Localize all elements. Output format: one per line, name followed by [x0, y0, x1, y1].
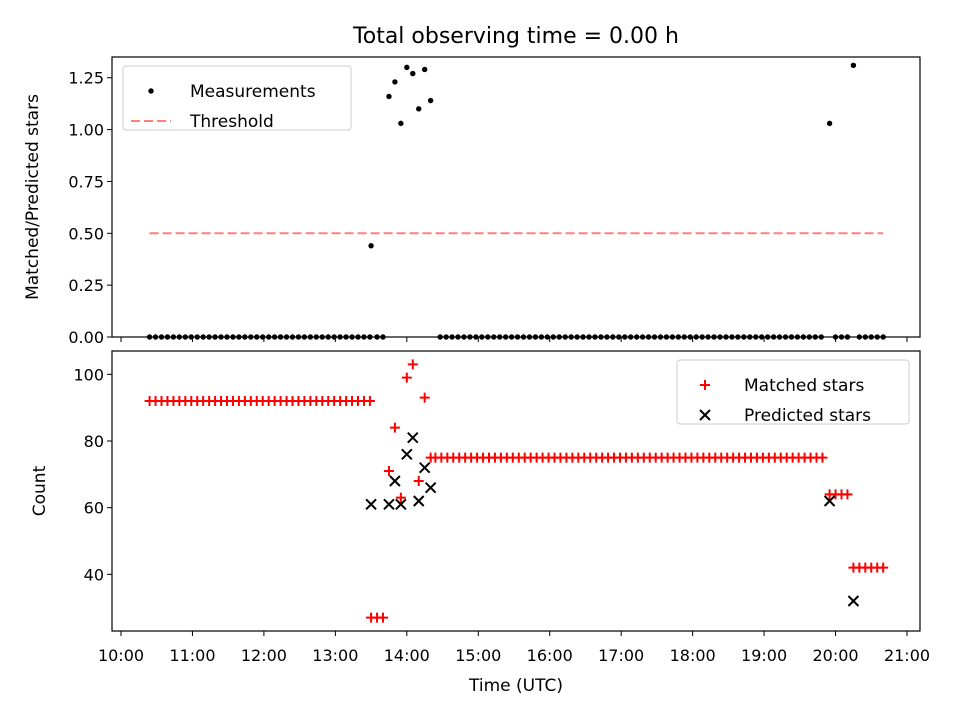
matched-stars-point — [389, 422, 400, 433]
predicted-stars-point — [424, 481, 437, 494]
matched-stars-point — [383, 466, 394, 476]
legend: Measurements Threshold — [122, 65, 352, 132]
y-tick-label: 0.00 — [68, 328, 104, 347]
predicted-stars-point — [395, 498, 407, 511]
predicted-stars-point — [847, 595, 860, 607]
predicted-stars-point — [413, 495, 425, 507]
series-predicted-stars — [365, 431, 860, 607]
predicted-stars-point — [365, 498, 377, 511]
matched-stars-point — [413, 476, 424, 486]
matched-stars-point — [817, 452, 828, 463]
x-tick-label: 10:00 — [98, 646, 144, 665]
predicted-stars-point — [823, 495, 836, 507]
matched-stars-point — [401, 372, 412, 383]
matched-stars-point — [842, 489, 853, 500]
x-tick-label: 12:00 — [241, 646, 287, 665]
x-tick-label: 13:00 — [312, 646, 358, 665]
figure-title: Total observing time = 0.00 h — [352, 24, 679, 49]
x-tick-label: 17:00 — [598, 646, 644, 665]
measurement-point — [850, 62, 857, 68]
predicted-stars-point — [389, 475, 401, 487]
y-tick-label: 0.50 — [68, 224, 104, 243]
y-tick-label: 80 — [84, 432, 104, 451]
measurement-point — [416, 106, 422, 112]
matched-stars-point — [395, 492, 406, 503]
x-tick-label: 15:00 — [455, 646, 501, 665]
x-tick-label: 11:00 — [169, 646, 215, 665]
legend-label: Threshold — [189, 112, 274, 132]
measurement-point — [392, 79, 398, 85]
measurement-point — [826, 120, 833, 127]
series-matched-stars — [144, 359, 889, 623]
x-tick-label: 16:00 — [527, 646, 573, 665]
x-tick-label: 19:00 — [741, 646, 787, 665]
legend: Matched stars Predicted stars — [676, 359, 910, 426]
legend-label: Measurements — [190, 82, 316, 102]
y-tick-label: 60 — [84, 499, 104, 518]
y-tick-label: 0.75 — [68, 172, 104, 191]
x-tick-label: 20:00 — [812, 646, 858, 665]
measurement-point — [368, 243, 374, 249]
measurement-point — [398, 120, 404, 127]
y-tick-label: 0.25 — [68, 276, 104, 295]
legend-label: Matched stars — [744, 376, 864, 396]
bottom-panel: 40 60 80 100 10:00 11:00 12:00 13:00 14:00 15:00 1… — [30, 350, 930, 665]
measurement-point — [410, 70, 416, 77]
y-tick-label: 1.00 — [68, 121, 104, 140]
legend-marker — [148, 88, 154, 94]
legend-box — [676, 359, 910, 425]
measurement-point — [404, 64, 410, 71]
matched-stars-point — [378, 612, 388, 623]
y-tick-label: 100 — [73, 365, 104, 384]
y-axis-label: Count — [30, 465, 50, 516]
matched-stars-point — [407, 359, 418, 370]
measurement-point — [427, 97, 434, 104]
measurement-point — [421, 66, 428, 73]
y-axis-label: Matched/Predicted stars — [23, 94, 43, 300]
predicted-stars-point — [401, 448, 413, 461]
x-tick-label: 21:00 — [884, 646, 930, 665]
legend-label: Predicted stars — [744, 406, 871, 426]
legend-marker — [699, 409, 711, 421]
predicted-stars-point — [418, 461, 431, 474]
legend-box — [122, 65, 352, 131]
y-tick-label: 40 — [84, 565, 104, 584]
matched-stars-point — [364, 396, 375, 406]
predicted-stars-point — [407, 431, 419, 444]
measurement-point — [386, 93, 392, 100]
y-tick-label: 1.25 — [68, 69, 104, 88]
plot-frame — [111, 350, 921, 632]
top-panel: 0.00 0.25 0.50 0.75 1.00 1.25 Matched/Predicte… — [23, 56, 921, 347]
predicted-stars-point — [383, 498, 395, 511]
x-tick-label: 14:00 — [384, 646, 430, 665]
x-axis-label: Time (UTC) — [468, 676, 563, 696]
plot-frame — [111, 56, 921, 338]
legend-marker — [700, 380, 710, 390]
matched-stars-point — [419, 392, 430, 403]
x-tick-label: 18:00 — [670, 646, 716, 665]
matched-stars-point — [878, 562, 889, 573]
